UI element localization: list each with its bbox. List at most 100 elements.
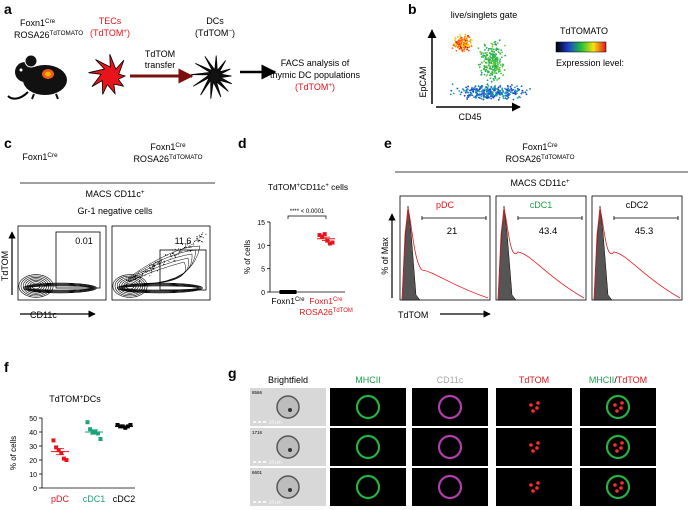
event-dot (149, 270, 150, 272)
scatter-dot (502, 90, 505, 93)
scatter-dot (487, 85, 490, 87)
scatter-dot (521, 89, 524, 92)
event-dot (134, 279, 136, 280)
cell-signal (355, 394, 381, 420)
scatter-dot (485, 93, 487, 96)
data-point (327, 241, 332, 246)
scatter-dot (495, 94, 498, 97)
scatter-dot (490, 50, 493, 53)
label: TdTOMATO (560, 26, 608, 36)
scatter-dot (495, 49, 498, 52)
scatter-dot (486, 94, 488, 97)
scatter-dot (481, 85, 484, 88)
cell-image (330, 388, 406, 426)
text-part: TdTOM (519, 375, 549, 385)
scatter-dot (498, 39, 501, 42)
scatter-dot (472, 91, 475, 93)
panel-letter: a (4, 1, 12, 17)
event-dot (142, 274, 144, 276)
cell (276, 435, 300, 459)
y-tick-label: 0 (33, 486, 37, 493)
scatter-dot (525, 89, 528, 92)
text-part: MHCII (355, 375, 381, 385)
scatter-dot (490, 97, 493, 100)
scatter-dot (492, 69, 494, 71)
text-part: Cre (45, 18, 56, 25)
histogram-tdtom (401, 207, 489, 301)
scatter-dot (464, 46, 467, 48)
scatter-dot (490, 95, 493, 98)
scatter-dot (461, 43, 463, 46)
scatter-dot (512, 98, 515, 101)
contour (120, 285, 200, 291)
scatter-dot (514, 90, 516, 93)
scatter-dot (497, 90, 500, 93)
scatter-dot (481, 90, 484, 93)
event-dot (152, 268, 154, 270)
event-dot (201, 236, 203, 238)
scatter-dot (490, 80, 493, 83)
tdtom-spot (535, 406, 539, 410)
x-tick-label: ROSA26TdTOM (299, 307, 353, 317)
event-dot (189, 250, 191, 252)
scatter-dot (498, 69, 501, 72)
contour (20, 275, 52, 297)
event-dot (145, 269, 146, 271)
text-part: TdTOM (268, 182, 297, 192)
tec-icon (88, 54, 127, 95)
panel-letter: e (384, 135, 392, 151)
event-dot (149, 268, 151, 270)
event-dot (154, 264, 156, 266)
scatter-dot (459, 45, 462, 48)
label: CD11c (30, 310, 57, 320)
scatter-dot (490, 68, 493, 70)
text-part: TdTOM (333, 308, 353, 314)
scatter-dot (499, 60, 501, 63)
event-dot (185, 246, 187, 248)
scatter-dot (483, 73, 486, 76)
text-part: Foxn1 (22, 152, 47, 162)
scatter-dot (461, 45, 464, 48)
gate-value: 45.3 (635, 226, 654, 237)
scatter-dot (475, 92, 478, 95)
data-point (54, 445, 59, 450)
scatter-dot (511, 84, 513, 86)
scatter-dot (466, 48, 468, 51)
event-dot (177, 253, 179, 255)
cell-signal (437, 474, 463, 500)
contour (24, 283, 96, 293)
event-dot (175, 254, 177, 256)
scatter-dot (497, 86, 500, 89)
scatter-dot (516, 85, 518, 87)
panel-letter: d (238, 135, 247, 151)
tdtom-spot (615, 449, 619, 453)
tdtom-spot (529, 403, 533, 407)
label: TdTOM (0, 251, 10, 281)
event-dot (146, 270, 148, 272)
y-tick-label: 0 (261, 290, 265, 297)
data-point (59, 451, 64, 455)
cell-image (496, 428, 572, 466)
scatter-dot (470, 92, 473, 95)
scatter-dot (491, 71, 494, 73)
text-part: Cre (295, 297, 305, 303)
event-dot (144, 271, 146, 272)
event-dot (186, 242, 188, 244)
scatter-dot (488, 47, 490, 50)
scatter-dot (486, 79, 489, 82)
contour (22, 277, 50, 295)
cell-signal (605, 394, 631, 420)
scatter-dot (516, 87, 519, 90)
label: (TdTOM+) (295, 82, 335, 93)
event-dot (201, 234, 203, 236)
scatter-dot (464, 33, 467, 36)
text-part: + (123, 28, 127, 35)
text-part: ) (127, 28, 130, 38)
gate-value: 43.4 (539, 226, 558, 237)
data-point (330, 240, 335, 245)
event-dot (194, 240, 196, 242)
scatter-dot (489, 90, 492, 93)
event-dot (150, 272, 152, 274)
event-dot (200, 236, 202, 237)
event-dot (189, 246, 191, 248)
